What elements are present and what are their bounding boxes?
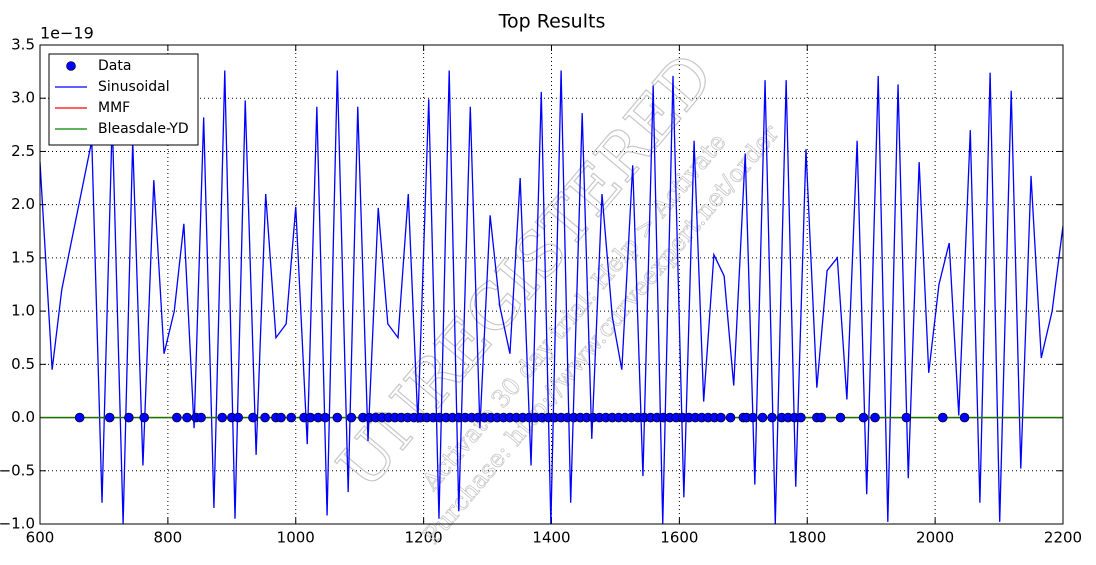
y-tick-label: 0.0 [11, 408, 35, 426]
data-point [937, 412, 948, 423]
x-tick-label: 2200 [1044, 529, 1082, 547]
data-point [124, 412, 134, 423]
data-point [901, 412, 912, 423]
data-point [796, 412, 806, 423]
data-point [346, 412, 357, 423]
legend-label: Sinusoidal [98, 79, 170, 95]
plot-frame [39, 44, 1064, 525]
x-tick-label: 800 [154, 529, 183, 547]
y-tick-label: 1.0 [11, 302, 35, 320]
x-tick-label: 2000 [916, 529, 954, 547]
plot-area [40, 70, 1063, 524]
y-tick-label: 2.0 [11, 195, 35, 213]
legend-label: MMF [98, 100, 130, 116]
data-point [716, 412, 726, 423]
data-point [172, 412, 182, 423]
legend-label: Data [98, 58, 131, 74]
data-point [816, 412, 827, 423]
data-point [182, 412, 192, 423]
data-point [139, 412, 150, 423]
data-point [276, 412, 286, 423]
chart-title: Top Results [498, 11, 606, 33]
data-point [767, 412, 777, 423]
y-tick-label: 2.5 [11, 142, 35, 160]
data-point [959, 412, 970, 423]
x-tick-label: 1200 [405, 529, 443, 547]
data-point [233, 412, 244, 423]
y-tick-label: 1.5 [11, 248, 35, 266]
data-point [870, 412, 880, 423]
series-line [40, 70, 1063, 524]
y-offset-label: 1e−19 [40, 24, 94, 43]
data-point [260, 412, 270, 423]
x-tick-label: 1000 [277, 529, 315, 547]
data-point [248, 412, 258, 423]
data-point [835, 412, 846, 423]
data-point [748, 412, 758, 423]
data-point [286, 412, 297, 423]
legend-marker [66, 61, 76, 71]
data-point [104, 412, 115, 423]
data-point [196, 412, 206, 423]
x-tick-label: 600 [26, 529, 55, 547]
x-tick-label: 1800 [788, 529, 826, 547]
y-tick-label: −0.5 [0, 461, 35, 479]
x-tick-label: 1400 [532, 529, 570, 547]
y-tick-label: 0.5 [11, 355, 35, 373]
data-point [320, 412, 330, 423]
y-tick-label: 3.5 [11, 36, 35, 54]
y-tick-label: 3.0 [11, 89, 35, 107]
data-point [332, 412, 343, 423]
data-point [858, 412, 869, 423]
x-tick-label: 1600 [660, 529, 698, 547]
legend-label: Bleasdale-YD [98, 121, 189, 137]
y-tick-label: −1.0 [0, 515, 35, 533]
data-point [217, 412, 228, 423]
data-point [74, 412, 85, 423]
data-point [757, 412, 768, 423]
data-point [725, 412, 736, 423]
